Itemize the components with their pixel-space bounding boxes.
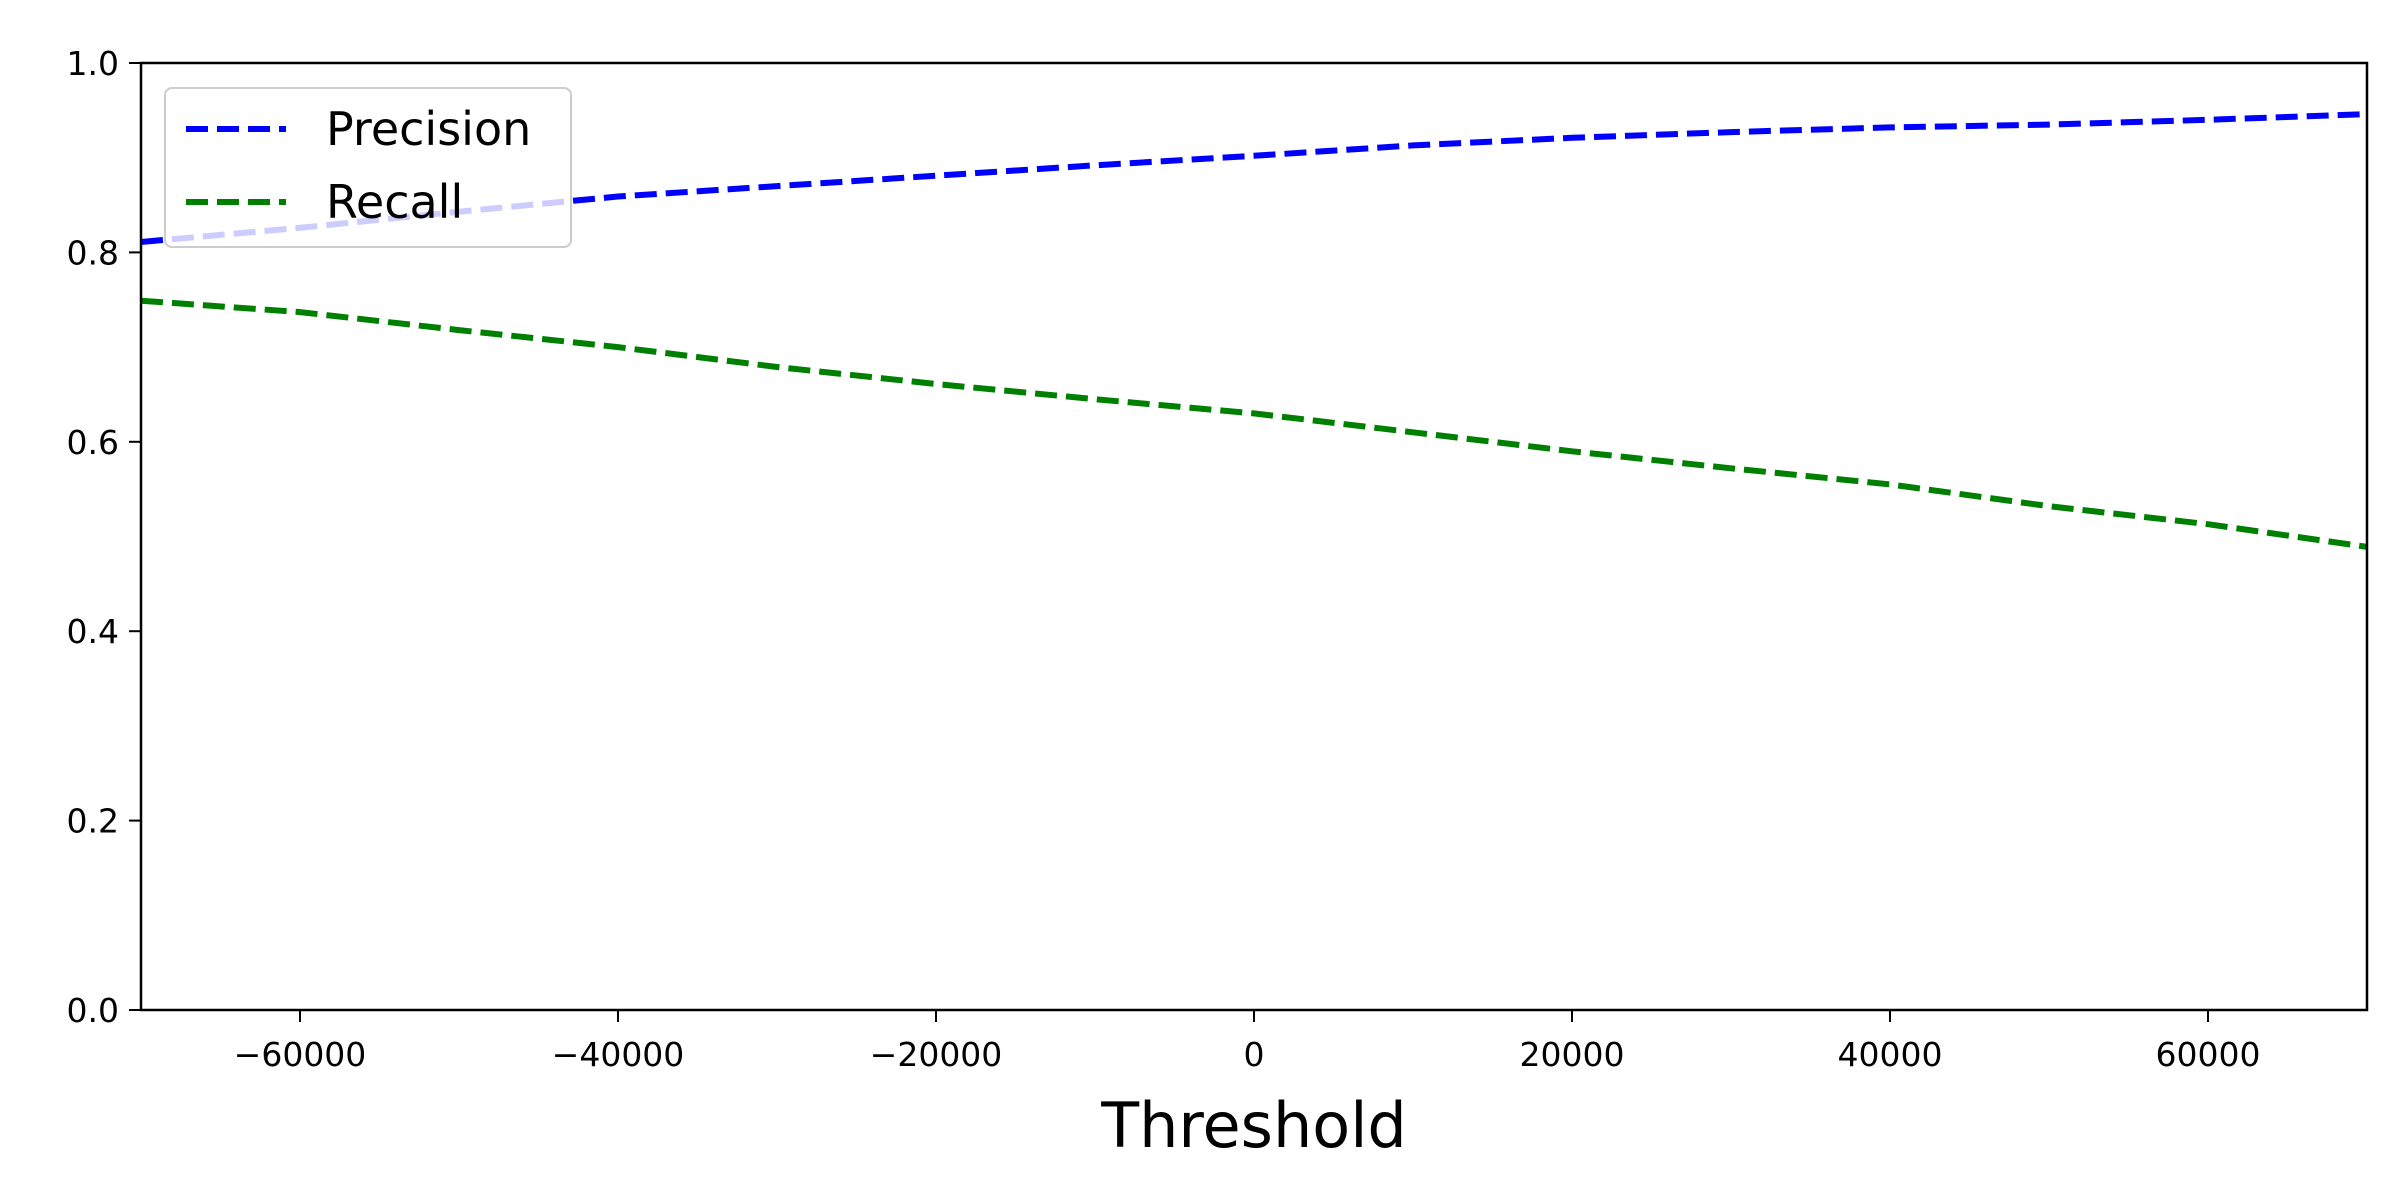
y-tick-label: 0.8	[67, 233, 119, 272]
x-tick-label: 40000	[1838, 1035, 1943, 1074]
x-tick-label: −60000	[234, 1035, 367, 1074]
x-tick-label: 60000	[2156, 1035, 2261, 1074]
legend: Precision Recall	[164, 87, 572, 248]
y-tick-label: 0.4	[67, 612, 119, 651]
y-tick-label: 0.2	[67, 802, 119, 841]
x-axis: −60000 −40000 −20000 0 20000 40000 60000	[234, 1010, 2261, 1074]
legend-label-recall: Recall	[326, 175, 463, 229]
x-axis-title: Threshold	[1100, 1089, 1407, 1162]
legend-label-precision: Precision	[326, 102, 531, 156]
y-tick-label: 1.0	[67, 44, 119, 83]
x-tick-label: −20000	[870, 1035, 1003, 1074]
x-tick-label: 20000	[1520, 1035, 1625, 1074]
y-tick-label: 0.0	[67, 991, 119, 1030]
series-line-recall	[140, 297, 2368, 550]
x-tick-label: 0	[1244, 1035, 1265, 1074]
x-tick-label: −40000	[552, 1035, 685, 1074]
y-tick-label: 0.6	[67, 423, 119, 462]
y-axis: 0.0 0.2 0.4 0.6 0.8 1.0	[67, 44, 141, 1030]
